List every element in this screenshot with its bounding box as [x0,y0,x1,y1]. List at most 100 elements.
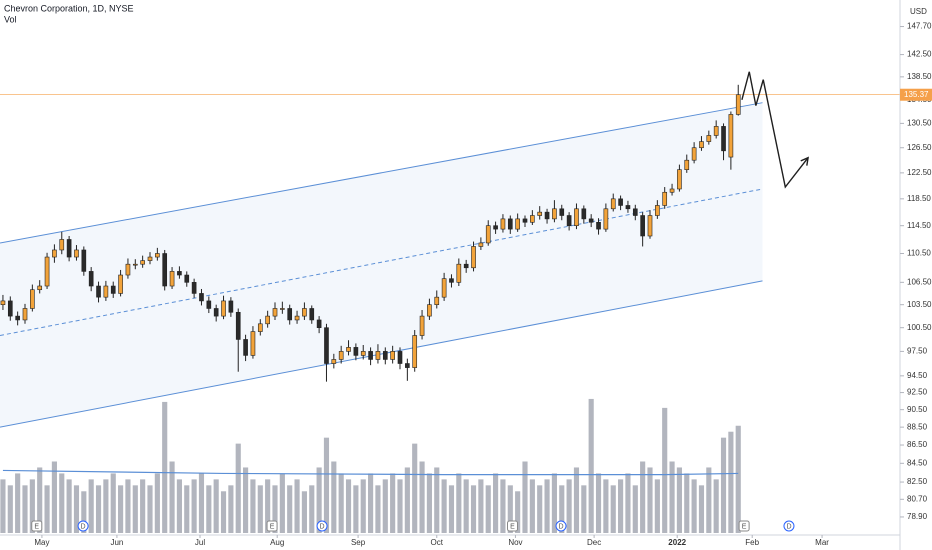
candle-body [66,239,72,258]
candle-body [603,208,609,230]
candle-body [125,263,131,276]
volume-bar [463,479,469,533]
candle-body [566,215,572,226]
volume-bar [625,473,631,533]
candle-body [706,135,712,142]
y-tick-label: 122.50 [907,168,932,177]
volume-bar [118,485,124,533]
volume-bar [331,461,337,533]
candle-body [272,308,278,317]
candle-body [184,274,190,283]
event-label: E [34,523,39,530]
channel-fill [0,102,763,428]
volume-bar [81,491,87,533]
candle-body [88,271,94,287]
candle-body [507,218,513,230]
volume-bar [228,485,234,533]
candle-body [691,147,697,161]
volume-bar [110,473,116,533]
volume-bar [610,485,616,533]
volume-bar [59,473,65,533]
candle-body [30,289,35,309]
candle-body [353,347,359,356]
candle-body [456,263,462,283]
volume-bar [213,479,219,533]
candle-body [368,351,373,360]
volume-bar [662,407,668,533]
volume-bar [426,473,432,533]
volume-bar [390,473,396,533]
candle-body [169,271,175,287]
volume-bar [706,467,712,533]
event-marker [555,520,567,532]
event-label: D [558,523,563,530]
volume-bar [29,479,35,533]
volume-bar [507,485,513,533]
candle-body [412,335,418,368]
last-price-label: 135.37 [904,90,929,99]
candle-body [228,300,234,313]
volume-bar [294,479,300,533]
volume-bar [595,473,602,533]
x-tick-label: Sep [351,538,366,547]
candle-body [287,308,293,321]
channel-upper [0,102,763,244]
volume-bar [206,485,212,533]
volume-bar [493,473,499,533]
candle-body [559,208,565,216]
x-tick-label: May [34,538,49,547]
volume-bar [191,479,197,533]
volume-bar [529,479,535,533]
y-tick-label: 100.50 [907,323,932,332]
candle-body [199,293,204,302]
candle-body [243,339,248,356]
candle-body [7,300,13,317]
y-tick-label: 147.70 [907,22,932,31]
volume-bar [7,485,13,533]
volume-bar [375,485,381,533]
candle-body [37,285,43,291]
candle-body [390,351,395,360]
candle-body [699,141,704,149]
volume-bar [640,461,646,533]
volume-bar [51,461,57,533]
chart-title: Chevron Corporation, 1D, NYSE [4,3,134,13]
x-tick-label: Jun [110,538,123,547]
candle-body [441,278,447,298]
candle-body [478,242,484,247]
candle-body [588,218,594,223]
volume-bar [287,485,293,533]
volume-ma [2,469,739,476]
candle-body [110,285,116,294]
volume-bar [15,473,21,533]
volume-bar [301,491,307,533]
candle-body [515,218,520,230]
candle-body [302,308,307,317]
volume-bar [37,467,43,533]
volume-bar [140,479,146,533]
candle-body [530,215,535,223]
candle-body [684,159,690,170]
y-tick-label: 110.50 [907,249,931,258]
volume-bar [265,479,271,533]
y-tick-label: 118.50 [907,194,931,203]
channel-lower [0,280,763,428]
volume-bar [243,467,249,533]
y-tick-label: 82.50 [907,477,928,486]
candle-body [721,126,726,152]
candle-body [500,218,506,230]
candle-body [463,263,469,269]
y-tick-label: 86.50 [907,440,928,449]
volume-bar [44,485,50,533]
candle-body [280,308,285,310]
volume-bar [309,485,315,533]
volume-bar [0,479,6,533]
volume-bar [654,479,660,533]
y-tick-label: 78.90 [907,512,928,521]
volume-bar [691,479,697,533]
volume-bar [728,431,734,533]
candle-body [257,323,263,332]
candle-body [735,94,741,115]
candle-body [544,211,550,220]
